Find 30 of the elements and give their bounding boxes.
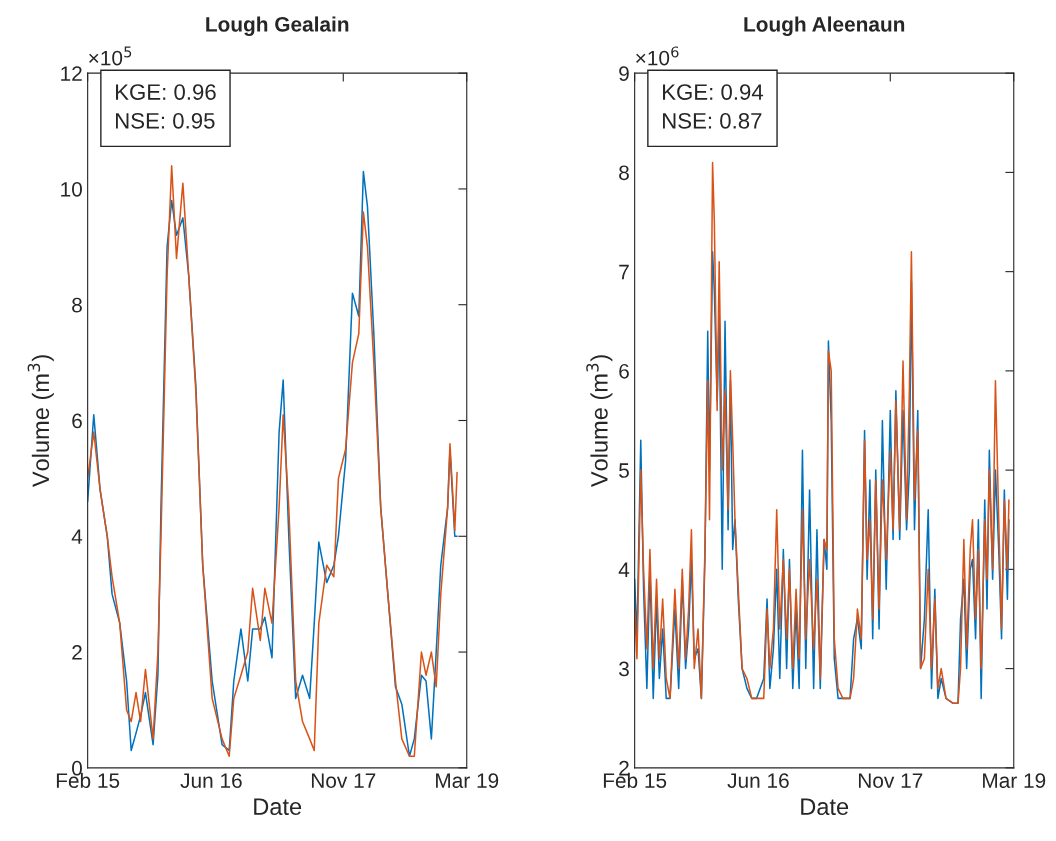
y-tick-label: 3 bbox=[619, 661, 629, 677]
x-tick-label: Mar 19 bbox=[983, 773, 1046, 788]
y-tick-label: 10 bbox=[61, 181, 82, 197]
y-tick-label: 4 bbox=[71, 529, 83, 544]
x-tick-label: Jun 16 bbox=[180, 773, 242, 788]
y-axis-title: Volume (m$^{3}$) bbox=[27, 355, 54, 488]
y-tick-label: 4 bbox=[618, 562, 630, 577]
y-axis-title: Volume (m$^{3}$) bbox=[586, 355, 613, 488]
y-tick-label: 7 bbox=[619, 264, 629, 280]
y-tick-label: 6 bbox=[619, 363, 629, 379]
text: ×10$^{5}$ bbox=[89, 46, 132, 66]
annotation: KGE: 0.96 NSE: 0.95 bbox=[116, 84, 216, 129]
text: ×10$^{6}$ bbox=[636, 46, 679, 66]
x-tick-label: Mar 19 bbox=[436, 773, 499, 788]
y-tick-label: 2 bbox=[72, 645, 82, 660]
x-tick-label: Jun 16 bbox=[727, 773, 789, 788]
y-tick-label: 8 bbox=[72, 297, 82, 313]
line-series bbox=[634, 161, 1010, 705]
x-tick-label: Nov 17 bbox=[858, 773, 923, 788]
y-tick-label: 5 bbox=[619, 463, 629, 478]
x-tick-label: Nov 17 bbox=[311, 773, 376, 788]
x-axis-title: Date bbox=[801, 798, 849, 816]
y-tick-label: 8 bbox=[619, 165, 629, 181]
y-tick-label: 6 bbox=[72, 413, 82, 429]
y-tick-label: 12 bbox=[61, 66, 82, 81]
y-tick-label: 9 bbox=[619, 66, 629, 81]
chart-title: Lough Aleenaun bbox=[744, 16, 905, 36]
annotation: KGE: 0.94 NSE: 0.87 bbox=[663, 84, 764, 129]
x-axis-title: Date bbox=[254, 798, 302, 816]
chart-title: Lough Gealain bbox=[206, 16, 349, 36]
